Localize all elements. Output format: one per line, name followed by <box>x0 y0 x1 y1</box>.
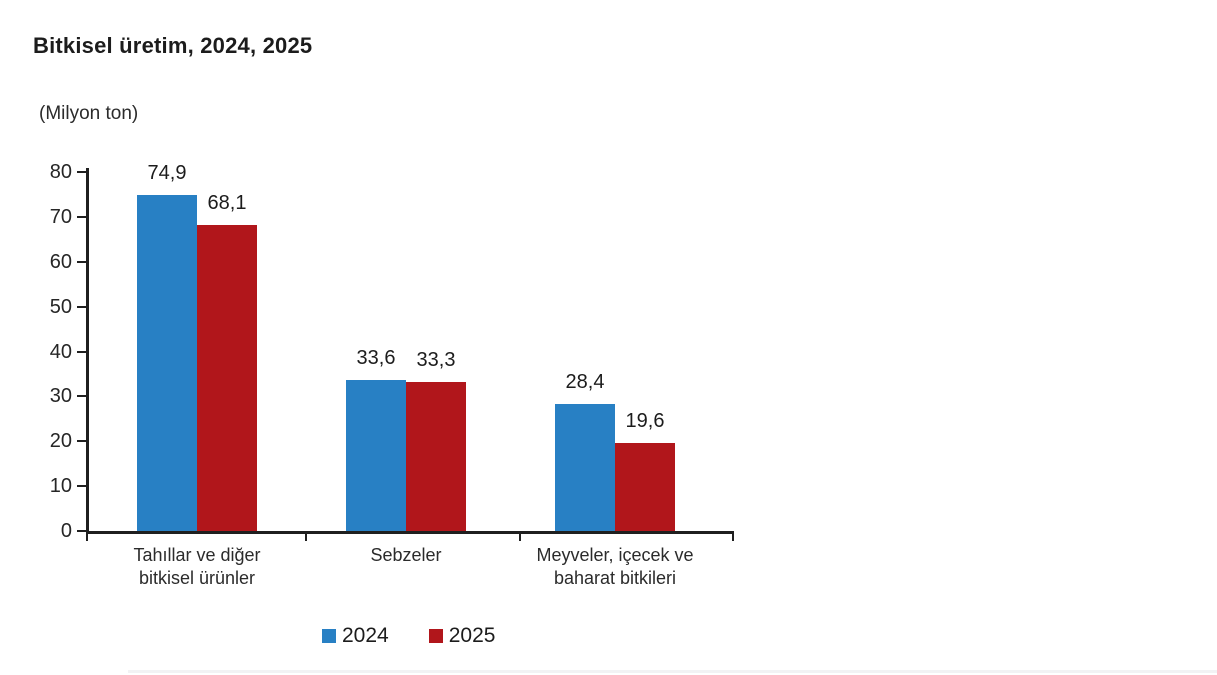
y-tick-label: 60 <box>49 250 72 273</box>
category-label: Meyveler, içecek ve baharat bitkileri <box>485 544 745 590</box>
bottom-divider <box>128 670 1217 673</box>
y-axis-tick <box>77 215 86 218</box>
bar-2024 <box>137 194 197 531</box>
legend-item-2024: 2024 <box>322 624 389 648</box>
y-axis-tick <box>77 530 86 532</box>
y-axis-tick <box>77 350 86 353</box>
y-axis-tick <box>77 485 86 488</box>
category-label-line: Tahıllar ve diğer <box>133 545 261 565</box>
legend: 2024 2025 <box>322 624 495 648</box>
value-label: 74,9 <box>147 161 187 184</box>
unit-label: (Milyon ton) <box>39 103 139 124</box>
y-tick-label: 80 <box>49 161 72 183</box>
y-tick-label: 0 <box>60 520 72 542</box>
x-axis-tick <box>732 533 734 541</box>
category-label: Sebzeler <box>276 544 536 567</box>
x-axis-tick <box>86 533 88 541</box>
category-label: Tahıllar ve diğer bitkisel ürünler <box>67 544 327 590</box>
value-label: 19,6 <box>625 410 665 433</box>
y-axis-tick <box>77 395 86 398</box>
category-label-line: Sebzeler <box>370 545 442 565</box>
chart-title: Bitkisel üretim, 2024, 2025 <box>33 33 313 58</box>
legend-swatch-2024 <box>322 629 336 643</box>
bar-2025 <box>197 225 257 531</box>
y-tick-label: 10 <box>49 475 72 498</box>
y-axis-line <box>86 168 89 533</box>
y-tick-label: 20 <box>49 430 72 453</box>
y-axis-tick <box>77 171 86 173</box>
y-tick-label: 40 <box>49 340 72 363</box>
x-axis-tick <box>305 533 307 541</box>
legend-item-2025: 2025 <box>428 624 496 648</box>
value-label: 68,1 <box>207 192 247 215</box>
x-axis-tick <box>519 533 521 541</box>
bar-2024 <box>346 380 406 531</box>
y-tick-label: 30 <box>49 385 72 408</box>
bar-2024 <box>555 403 615 531</box>
y-axis-tick <box>77 260 86 263</box>
x-axis-line <box>86 531 734 534</box>
legend-label: 2024 <box>342 624 389 647</box>
value-label: 28,4 <box>565 370 605 393</box>
category-label-line: bitkisel ürünler <box>138 568 256 588</box>
bar-2025 <box>615 443 675 531</box>
category-label-line: Meyveler, içecek ve <box>536 545 694 565</box>
bar-2025 <box>406 381 466 531</box>
y-axis-tick <box>77 440 86 443</box>
legend-label: 2025 <box>448 624 496 647</box>
category-label-line: baharat bitkileri <box>553 568 677 588</box>
y-tick-label: 70 <box>49 205 72 228</box>
value-label: 33,3 <box>416 348 456 371</box>
value-label: 33,6 <box>356 347 396 370</box>
legend-swatch-2025 <box>428 629 443 643</box>
y-tick-label: 50 <box>49 295 72 318</box>
y-axis-tick <box>77 305 86 308</box>
